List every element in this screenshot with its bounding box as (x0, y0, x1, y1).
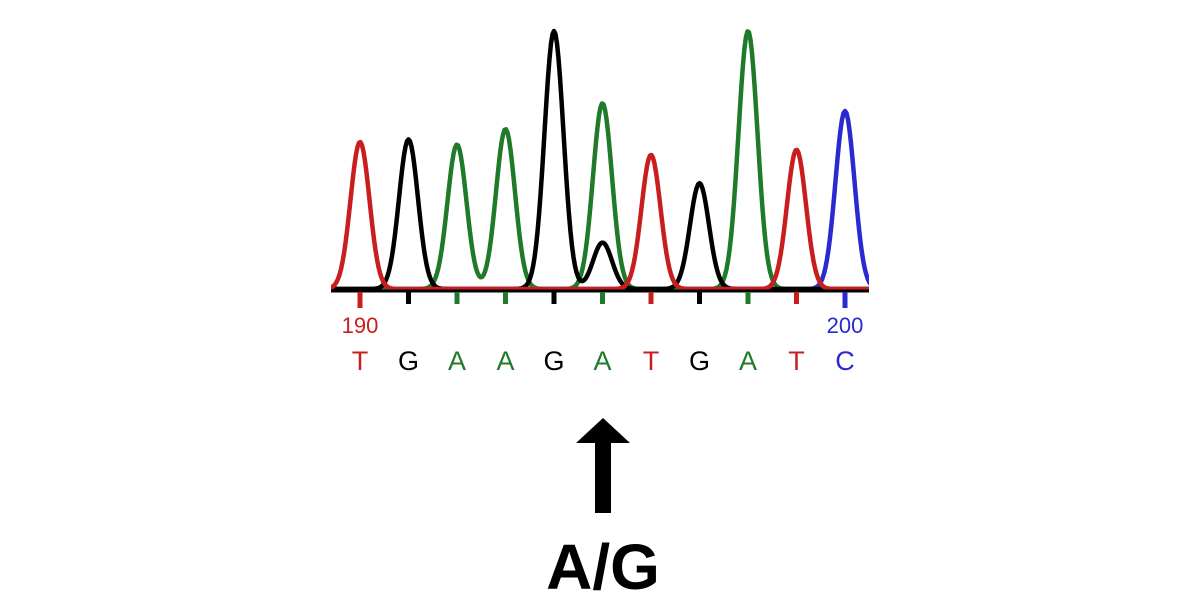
tick-group (357, 292, 848, 308)
variant-label: A/G (546, 531, 660, 600)
base-call: T (643, 346, 660, 376)
base-call: A (593, 346, 611, 376)
base-call: C (835, 346, 855, 376)
position-label: 190 (342, 313, 379, 338)
base-call: G (689, 346, 710, 376)
base-call: G (543, 346, 564, 376)
position-label: 200 (827, 313, 864, 338)
position-label-group: 190 200 (342, 313, 864, 338)
base-call: T (788, 346, 805, 376)
base-call: G (398, 346, 419, 376)
base-call: A (739, 346, 757, 376)
trace-G (331, 28, 869, 292)
trace-T (331, 139, 869, 292)
up-arrow-icon (576, 418, 630, 513)
base-call: T (352, 346, 369, 376)
trace-group (331, 28, 869, 292)
base-call: A (496, 346, 514, 376)
base-call: A (448, 346, 466, 376)
trace-C (331, 108, 869, 292)
variant-marker: A/G (546, 418, 660, 600)
